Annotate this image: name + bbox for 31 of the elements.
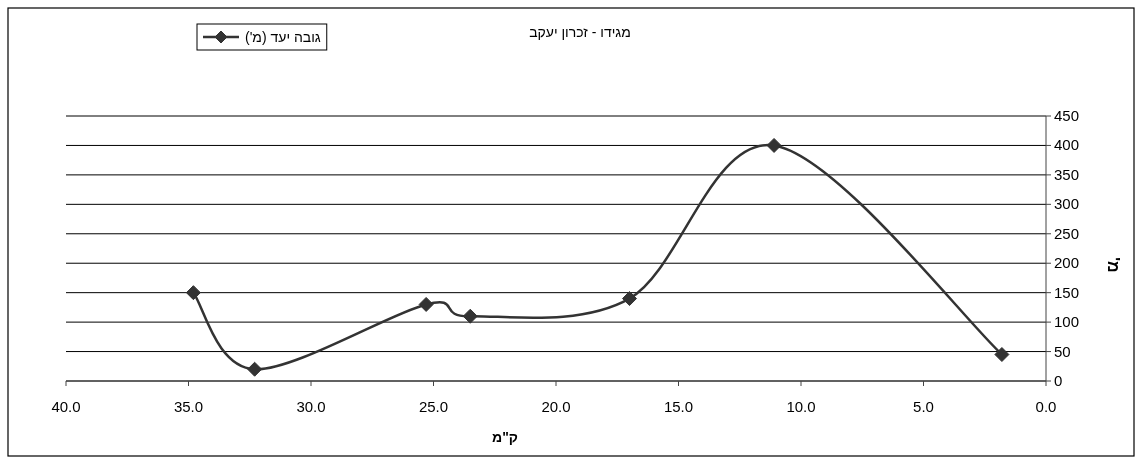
y-tick-label: 250 xyxy=(1054,224,1080,242)
x-tick-label: 30.0 xyxy=(296,398,326,415)
x-tick-label: 40.0 xyxy=(51,398,81,415)
y-tick-label: 350 xyxy=(1054,165,1080,183)
legend-label: גובה יעד (מ') xyxy=(245,29,321,45)
y-tick-label: 100 xyxy=(1054,313,1080,331)
point xyxy=(247,361,263,377)
x-tick-label: 10.0 xyxy=(786,398,816,415)
x-tick-label: 5.0 xyxy=(913,398,934,415)
x-tick-label: 25.0 xyxy=(418,398,449,415)
y-tick-label: 200 xyxy=(1054,254,1080,272)
point xyxy=(185,285,201,301)
x-tick-label: 15.0 xyxy=(663,398,694,415)
y-tick-label: 450 xyxy=(1054,107,1080,124)
y-tick-label: 300 xyxy=(1054,195,1080,213)
point xyxy=(994,347,1010,362)
x-axis-title: ק"מ xyxy=(492,429,518,445)
chart-title: מגידו - זכרון יעקב xyxy=(529,24,631,40)
point xyxy=(766,137,782,153)
point xyxy=(462,308,478,324)
y-tick-label: 150 xyxy=(1054,283,1080,301)
y-tick-label: 0 xyxy=(1054,372,1063,389)
point xyxy=(418,296,434,312)
x-tick-label: 35.0 xyxy=(173,398,204,415)
point xyxy=(622,291,637,307)
y-tick-label: 400 xyxy=(1054,136,1080,154)
y-tick-label: 50 xyxy=(1054,342,1071,360)
x-tick-label: 0.0 xyxy=(1035,398,1057,415)
legend: גובה יעד (מ') xyxy=(196,23,328,51)
x-tick-label: 20.0 xyxy=(541,398,571,415)
y-axis-title: מ' xyxy=(1105,257,1122,273)
